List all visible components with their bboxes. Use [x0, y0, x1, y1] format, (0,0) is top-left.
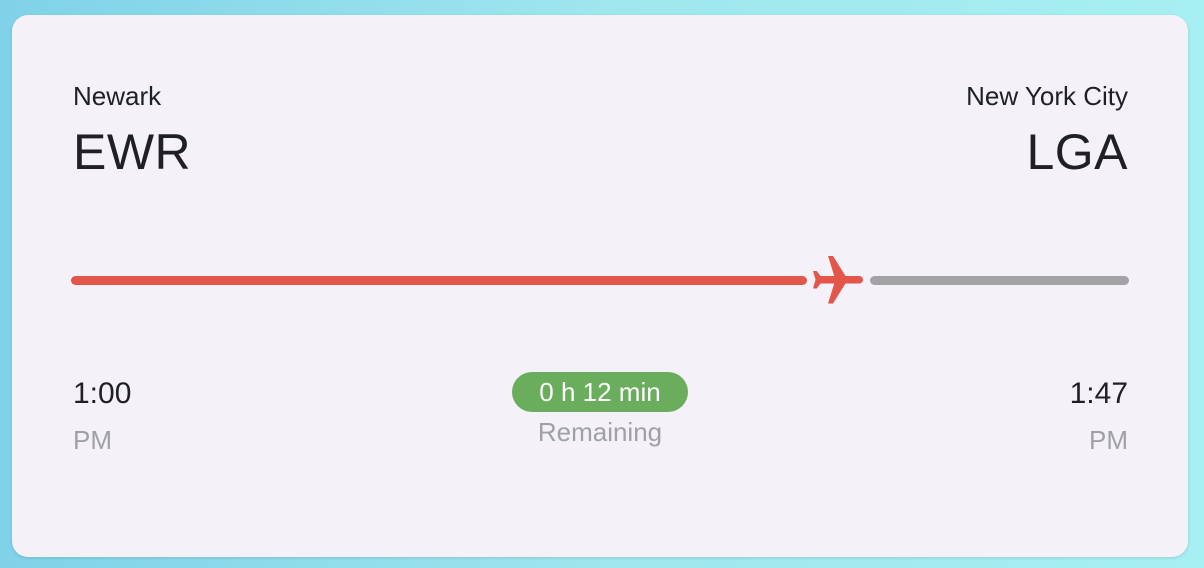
time-remaining-badge: 0 h 12 min: [512, 372, 688, 412]
progress-bar-completed: [71, 276, 807, 285]
flight-progress-card: Newark EWR New York City LGA 1:00 PM 0 h…: [12, 15, 1188, 557]
departure-ampm: PM: [73, 425, 112, 455]
origin-city: Newark: [73, 81, 162, 111]
arrival-ampm: PM: [1089, 425, 1128, 455]
remaining-label: Remaining: [537, 417, 663, 447]
airplane-icon: [813, 256, 863, 304]
departure-time: 1:00: [73, 377, 132, 410]
destination-city: New York City: [966, 81, 1128, 111]
progress-bar-remaining: [870, 276, 1129, 285]
origin-airport-code: EWR: [73, 124, 192, 180]
arrival-time: 1:47: [1069, 377, 1128, 410]
destination-airport-code: LGA: [1026, 124, 1128, 180]
